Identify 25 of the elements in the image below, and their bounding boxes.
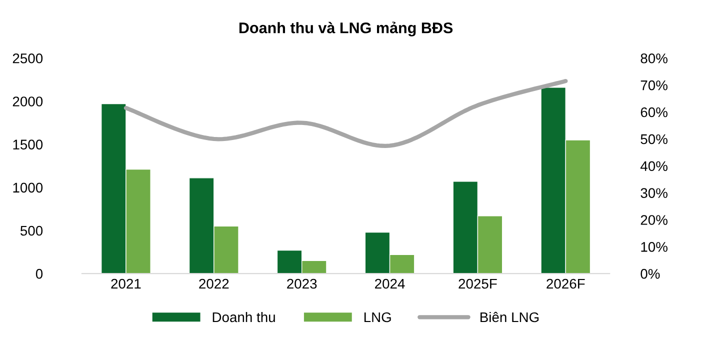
y-tick-label: 500 bbox=[20, 226, 43, 236]
chart-title: Doanh thu và LNG mảng BĐS bbox=[239, 22, 453, 36]
x-tick-label: 2024 bbox=[375, 278, 405, 289]
x-tick-label: 2021 bbox=[111, 278, 141, 289]
y-tick-label: 1000 bbox=[13, 182, 43, 193]
y2-tick-label: 20% bbox=[640, 215, 668, 225]
x-tick-label: 2022 bbox=[199, 278, 229, 289]
legend-label: Doanh thu bbox=[212, 312, 275, 322]
y2-tick-label: 30% bbox=[640, 188, 668, 198]
y2-tick-label: 0% bbox=[640, 268, 660, 279]
y-tick-label: 1500 bbox=[13, 140, 43, 150]
legend-label: Biên LNG bbox=[480, 312, 539, 322]
y-tick-label: 0 bbox=[36, 268, 43, 279]
y2-tick-label: 50% bbox=[640, 134, 668, 144]
x-tick-label: 2026F bbox=[546, 278, 585, 289]
y2-tick-label: 60% bbox=[640, 107, 668, 118]
y2-tick-label: 80% bbox=[640, 53, 668, 64]
y-tick-label: 2000 bbox=[12, 96, 43, 106]
legend-label: LNG bbox=[364, 312, 391, 322]
x-tick-label: 2023 bbox=[287, 278, 317, 289]
x-tick-label: 2025F bbox=[458, 278, 497, 289]
y2-tick-label: 70% bbox=[640, 80, 668, 90]
y-tick-label: 2500 bbox=[12, 53, 43, 64]
y2-tick-label: 10% bbox=[641, 242, 668, 252]
y2-tick-label: 40% bbox=[640, 161, 668, 172]
